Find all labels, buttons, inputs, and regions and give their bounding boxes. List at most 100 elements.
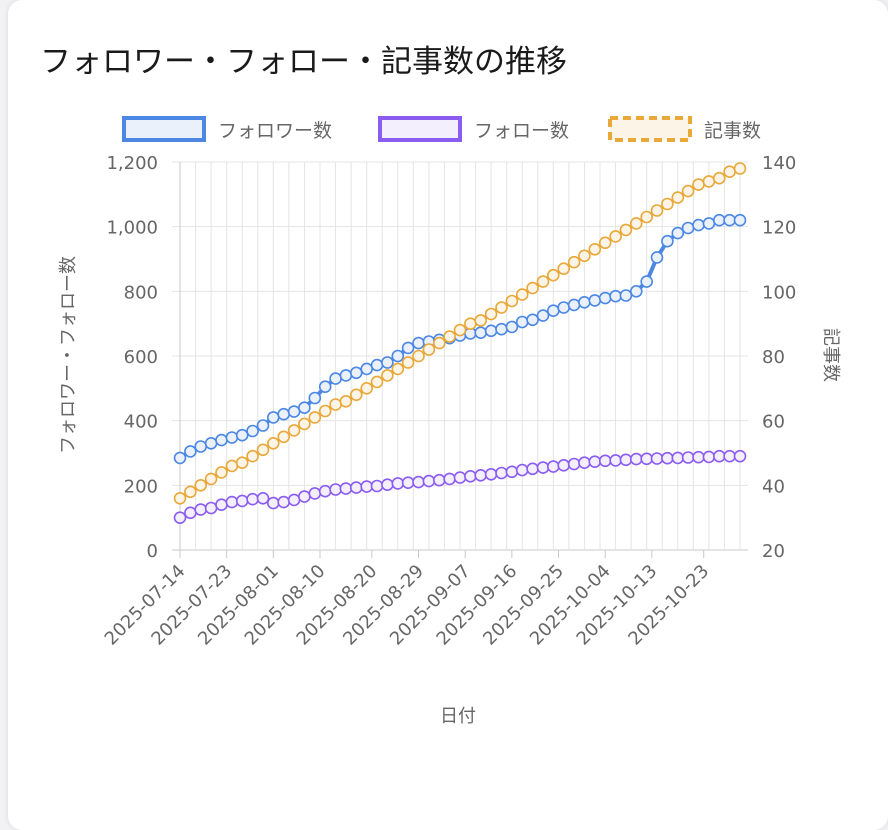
- data-point[interactable]: [619, 289, 633, 302]
- data-point[interactable]: [298, 490, 311, 503]
- legend-item[interactable]: フォロワー数: [122, 116, 332, 142]
- data-point[interactable]: [484, 307, 498, 321]
- data-point[interactable]: [432, 336, 446, 350]
- data-point[interactable]: [609, 289, 622, 303]
- data-point[interactable]: [422, 474, 436, 488]
- data-point[interactable]: [412, 349, 425, 363]
- legend-item[interactable]: 記事数: [608, 116, 761, 142]
- data-point[interactable]: [173, 451, 187, 465]
- data-point[interactable]: [401, 476, 415, 490]
- data-point[interactable]: [733, 449, 747, 463]
- data-point[interactable]: [723, 449, 736, 463]
- data-point[interactable]: [204, 472, 218, 486]
- data-point[interactable]: [712, 213, 726, 227]
- data-point[interactable]: [526, 313, 539, 327]
- data-point[interactable]: [681, 184, 695, 198]
- data-point[interactable]: [578, 295, 591, 309]
- data-point[interactable]: [567, 298, 581, 312]
- data-point[interactable]: [370, 358, 384, 372]
- data-point[interactable]: [733, 162, 747, 175]
- data-point[interactable]: [629, 452, 643, 466]
- data-point[interactable]: [464, 469, 477, 483]
- data-point[interactable]: [381, 369, 394, 382]
- data-point[interactable]: [235, 494, 249, 508]
- data-point[interactable]: [453, 323, 467, 337]
- data-point[interactable]: [173, 491, 187, 505]
- data-point[interactable]: [505, 294, 519, 308]
- data-point[interactable]: [256, 491, 270, 505]
- data-point[interactable]: [671, 191, 685, 204]
- data-point[interactable]: [339, 482, 353, 495]
- data-point[interactable]: [329, 398, 342, 411]
- data-point[interactable]: [536, 309, 550, 322]
- data-point[interactable]: [215, 433, 228, 447]
- data-point[interactable]: [546, 460, 560, 473]
- data-point[interactable]: [184, 506, 197, 520]
- data-point[interactable]: [629, 284, 643, 298]
- data-point[interactable]: [484, 467, 498, 481]
- data-point[interactable]: [598, 291, 612, 305]
- data-point[interactable]: [578, 249, 591, 263]
- data-point[interactable]: [298, 401, 311, 415]
- data-point[interactable]: [256, 419, 270, 432]
- data-point[interactable]: [381, 356, 394, 369]
- data-point[interactable]: [422, 343, 436, 356]
- data-point[interactable]: [526, 462, 539, 476]
- data-point[interactable]: [173, 511, 187, 525]
- data-point[interactable]: [692, 450, 705, 464]
- data-point[interactable]: [277, 430, 291, 444]
- data-point[interactable]: [702, 175, 716, 188]
- data-point[interactable]: [671, 451, 685, 465]
- data-point[interactable]: [194, 503, 207, 516]
- data-point[interactable]: [526, 281, 539, 295]
- data-point[interactable]: [391, 477, 405, 490]
- data-point[interactable]: [266, 496, 280, 510]
- data-point[interactable]: [318, 484, 332, 498]
- data-point[interactable]: [349, 481, 363, 494]
- data-point[interactable]: [515, 288, 529, 301]
- data-point[interactable]: [391, 362, 405, 376]
- data-point[interactable]: [712, 449, 726, 463]
- data-point[interactable]: [308, 487, 322, 500]
- data-point[interactable]: [640, 452, 654, 466]
- data-point[interactable]: [308, 411, 322, 424]
- data-point[interactable]: [495, 301, 508, 314]
- data-point[interactable]: [329, 483, 342, 496]
- data-point[interactable]: [401, 356, 415, 369]
- data-point[interactable]: [184, 485, 197, 499]
- data-point[interactable]: [495, 322, 508, 336]
- data-point[interactable]: [391, 349, 405, 363]
- data-point[interactable]: [318, 404, 332, 418]
- data-point[interactable]: [215, 466, 228, 479]
- data-point[interactable]: [619, 223, 633, 237]
- data-point[interactable]: [557, 262, 571, 276]
- data-point[interactable]: [661, 451, 674, 465]
- data-point[interactable]: [712, 171, 726, 185]
- data-point[interactable]: [287, 424, 301, 437]
- data-point[interactable]: [484, 324, 498, 338]
- data-point[interactable]: [381, 478, 394, 492]
- data-point[interactable]: [360, 362, 374, 376]
- data-point[interactable]: [681, 221, 695, 235]
- data-point[interactable]: [432, 473, 446, 487]
- data-point[interactable]: [598, 454, 612, 468]
- data-point[interactable]: [370, 375, 384, 389]
- data-point[interactable]: [733, 213, 747, 227]
- data-point[interactable]: [578, 456, 591, 470]
- data-point[interactable]: [235, 428, 249, 442]
- data-point[interactable]: [609, 230, 622, 243]
- data-point[interactable]: [681, 451, 695, 464]
- data-point[interactable]: [339, 369, 353, 382]
- data-point[interactable]: [474, 314, 488, 327]
- data-point[interactable]: [266, 411, 280, 424]
- data-point[interactable]: [412, 336, 425, 350]
- data-point[interactable]: [225, 431, 239, 444]
- data-point[interactable]: [515, 463, 529, 477]
- data-point[interactable]: [329, 372, 342, 385]
- data-point[interactable]: [640, 210, 654, 224]
- data-point[interactable]: [650, 251, 664, 264]
- data-point[interactable]: [588, 294, 602, 307]
- data-point[interactable]: [505, 320, 519, 334]
- legend-item[interactable]: フォロー数: [378, 116, 569, 142]
- data-point[interactable]: [298, 417, 311, 431]
